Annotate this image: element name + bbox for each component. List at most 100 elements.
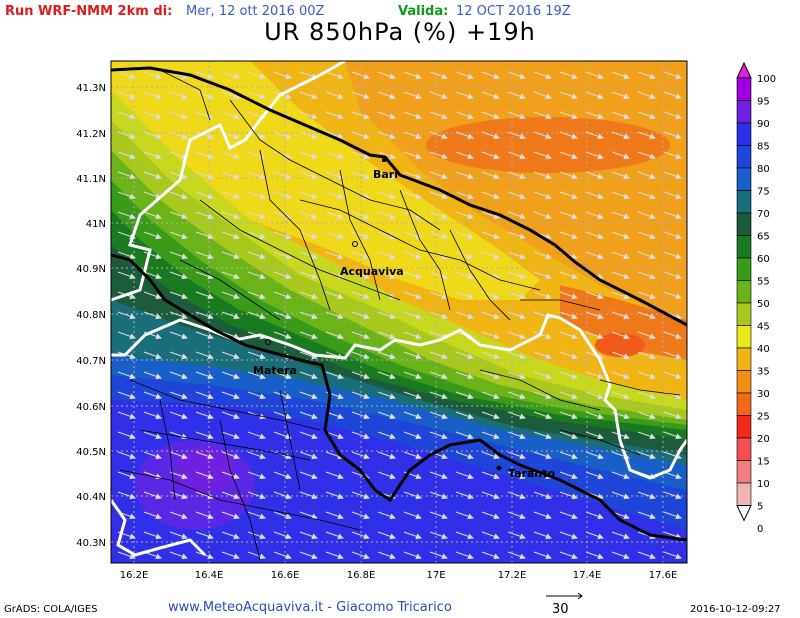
wind-vector — [273, 191, 292, 200]
wind-vector — [195, 131, 214, 140]
wind-vector — [117, 271, 136, 280]
wind-vector — [507, 431, 526, 440]
wind-vector — [143, 171, 162, 180]
wind-vector — [169, 451, 188, 460]
wind-vector — [195, 271, 214, 280]
wind-vector — [351, 71, 370, 80]
wind-vector — [481, 251, 500, 260]
wind-vector — [169, 191, 188, 200]
wind-vector — [195, 251, 214, 260]
x-tick-label: 17.4E — [573, 570, 602, 581]
wind-vector — [117, 311, 136, 320]
wind-vector — [169, 251, 188, 260]
wind-vector — [247, 271, 266, 280]
wind-vector — [195, 171, 214, 180]
colorbar-level-label: 25 — [757, 412, 770, 423]
wind-vector — [429, 231, 448, 240]
wind-vector — [637, 311, 656, 320]
wind-vector — [117, 371, 136, 380]
wind-vector — [377, 431, 396, 440]
wind-vector — [143, 91, 162, 100]
wind-vector — [455, 131, 474, 140]
wind-vector — [299, 551, 318, 560]
wind-vector — [585, 511, 604, 520]
wind-vector — [559, 471, 578, 480]
wind-vector — [637, 431, 656, 440]
wind-vector — [299, 471, 318, 480]
wind-vector — [299, 531, 318, 540]
wind-vector — [273, 291, 292, 300]
wind-vector — [533, 211, 552, 220]
wind-vector — [247, 491, 266, 500]
wind-vector — [455, 211, 474, 220]
wind-vector — [195, 71, 214, 80]
wind-vector — [559, 131, 578, 140]
wind-vector — [247, 251, 266, 260]
wind-vector — [585, 151, 604, 160]
wind-vector — [247, 431, 266, 440]
wind-vector — [481, 531, 500, 540]
wind-vector — [325, 371, 344, 380]
timestamp: 2016-10-12-09:27 — [690, 604, 781, 615]
wind-vector — [221, 191, 240, 200]
wind-vector — [533, 131, 552, 140]
wind-vector — [533, 411, 552, 420]
wind-vector — [273, 231, 292, 240]
wind-vector — [637, 211, 656, 220]
wind-vector — [455, 71, 474, 80]
wind-vector — [663, 551, 682, 560]
wind-vector — [299, 511, 318, 520]
wind-vector — [481, 391, 500, 400]
wind-vector — [611, 551, 630, 560]
wind-vector — [143, 411, 162, 420]
wind-vector — [559, 91, 578, 100]
wind-vector — [221, 431, 240, 440]
wind-vector — [403, 431, 422, 440]
wind-vector — [559, 111, 578, 120]
colorbar-level-label: 5 — [757, 502, 763, 513]
wind-vector — [117, 411, 136, 420]
wind-vector — [663, 511, 682, 520]
wind-vector — [611, 371, 630, 380]
wind-vector — [299, 451, 318, 460]
wind-vector — [143, 151, 162, 160]
x-tick-label: 16.8E — [347, 570, 376, 581]
wind-vector — [559, 431, 578, 440]
wind-vector — [377, 451, 396, 460]
wind-vector — [611, 351, 630, 360]
y-tick-label: 40.6N — [76, 402, 106, 413]
wind-vector — [533, 431, 552, 440]
wind-vector — [377, 191, 396, 200]
wind-vector — [377, 471, 396, 480]
wind-vector — [377, 311, 396, 320]
wind-vector — [351, 511, 370, 520]
wind-vector — [637, 251, 656, 260]
wind-vector — [507, 411, 526, 420]
colorbar-swatch — [736, 370, 752, 394]
wind-vector — [559, 491, 578, 500]
wind-vector — [455, 231, 474, 240]
wind-vector — [117, 71, 136, 80]
plot-frame — [110, 60, 688, 564]
wind-vector — [663, 491, 682, 500]
wind-vector — [195, 291, 214, 300]
wind-vector — [403, 511, 422, 520]
wind-vector — [403, 331, 422, 340]
wind-vector — [169, 151, 188, 160]
wind-vector — [585, 551, 604, 560]
wind-vector — [325, 431, 344, 440]
wind-vector — [273, 511, 292, 520]
wind-vector — [351, 251, 370, 260]
wind-vector — [429, 431, 448, 440]
colorbar-swatch — [736, 235, 752, 259]
wind-vector — [611, 311, 630, 320]
wind-vector — [169, 91, 188, 100]
wind-vector — [169, 371, 188, 380]
wind-vector — [351, 451, 370, 460]
wind-vector — [663, 371, 682, 380]
wind-vector — [585, 251, 604, 260]
wind-vector — [507, 251, 526, 260]
colorbar-swatch — [736, 100, 752, 124]
colorbar-swatch — [736, 392, 752, 416]
wind-vector — [429, 411, 448, 420]
